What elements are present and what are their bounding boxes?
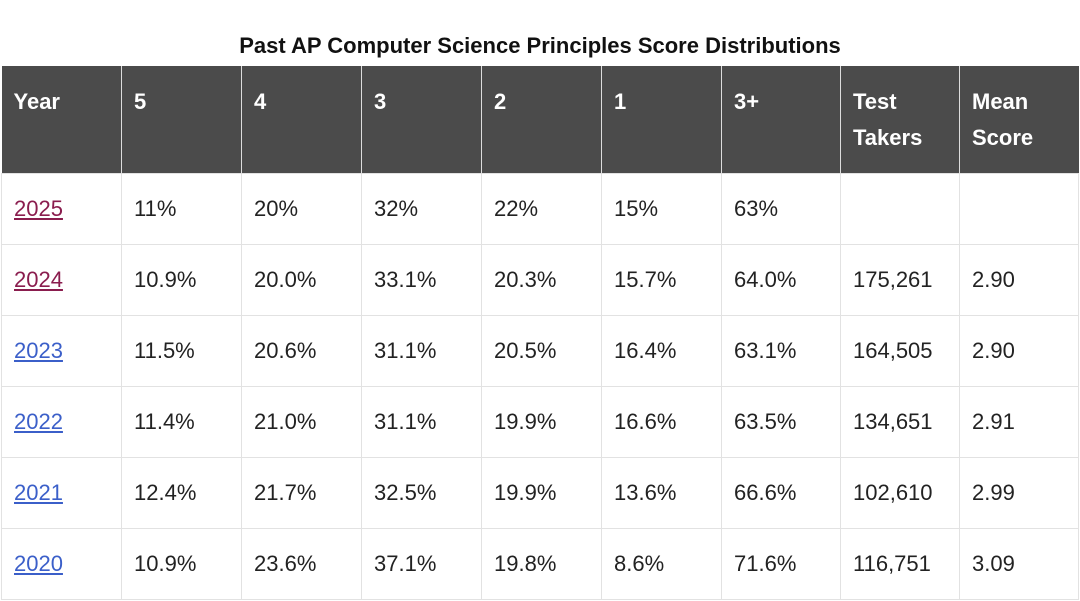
year-link-2024[interactable]: 2024: [14, 266, 63, 292]
column-header: 3+: [721, 66, 841, 173]
table-cell: 16.4%: [601, 314, 722, 387]
table-cell: 15.7%: [601, 243, 722, 316]
table-cell: 2.91: [959, 385, 1079, 458]
score-distribution-table: Year 5 4 3 2 1 3+ Test Takers Mean Score 2025 11%…: [1, 66, 1079, 600]
table-cell: 10.9%: [121, 243, 242, 316]
table-cell: 19.9%: [481, 456, 602, 529]
table-cell: 175,261: [840, 243, 960, 316]
table-cell: [959, 172, 1079, 245]
table-cell: 116,751: [840, 527, 960, 600]
table-cell: 13.6%: [601, 456, 722, 529]
table-cell: 37.1%: [361, 527, 482, 600]
table-cell: 23.6%: [241, 527, 362, 600]
year-link-2021[interactable]: 2021: [14, 479, 63, 505]
table-cell: 32%: [361, 172, 482, 245]
table-cell: 20.6%: [241, 314, 362, 387]
table-row: 2025 11% 20% 32% 22% 15% 63%: [1, 172, 1079, 245]
table-cell: 32.5%: [361, 456, 482, 529]
table-cell: 102,610: [840, 456, 960, 529]
table-cell: 63.1%: [721, 314, 841, 387]
year-cell: 2025: [1, 172, 122, 245]
table-cell: 20.5%: [481, 314, 602, 387]
table-cell: 33.1%: [361, 243, 482, 316]
year-cell: 2022: [1, 385, 122, 458]
table-title: Past AP Computer Science Principles Scor…: [239, 33, 841, 58]
table-cell: 22%: [481, 172, 602, 245]
table-cell: 11.5%: [121, 314, 242, 387]
year-cell: 2020: [1, 527, 122, 600]
table-row: 2020 10.9% 23.6% 37.1% 19.8% 8.6% 71.6% 116,751…: [1, 527, 1079, 600]
table-cell: 11%: [121, 172, 242, 245]
column-header: 3: [361, 66, 482, 173]
table-cell: 31.1%: [361, 385, 482, 458]
column-header: 5: [121, 66, 242, 173]
table-cell: 12.4%: [121, 456, 242, 529]
table-row: 2022 11.4% 21.0% 31.1% 19.9% 16.6% 63.5% 134,65…: [1, 385, 1079, 458]
table-cell: 15%: [601, 172, 722, 245]
table-cell: 10.9%: [121, 527, 242, 600]
column-header: 2: [481, 66, 602, 173]
table-cell: 20.0%: [241, 243, 362, 316]
year-link-2025[interactable]: 2025: [14, 195, 63, 221]
table-cell: 2.99: [959, 456, 1079, 529]
table-cell: [840, 172, 960, 245]
table-cell: 63.5%: [721, 385, 841, 458]
table-body: 2025 11% 20% 32% 22% 15% 63% 2024 10.9% 20.0% 33.1…: [1, 172, 1079, 600]
table-cell: 2.90: [959, 314, 1079, 387]
column-header: Year: [1, 66, 122, 173]
table-cell: 20.3%: [481, 243, 602, 316]
table-cell: 16.6%: [601, 385, 722, 458]
column-header: 1: [601, 66, 722, 173]
table-cell: 164,505: [840, 314, 960, 387]
table-cell: 64.0%: [721, 243, 841, 316]
table-cell: 63%: [721, 172, 841, 245]
table-cell: 3.09: [959, 527, 1079, 600]
column-header: Test Takers: [840, 66, 960, 173]
table-cell: 19.8%: [481, 527, 602, 600]
year-link-2023[interactable]: 2023: [14, 337, 63, 363]
header-row: Year 5 4 3 2 1 3+ Test Takers Mean Score: [1, 66, 1079, 173]
table-cell: 2.90: [959, 243, 1079, 316]
year-cell: 2023: [1, 314, 122, 387]
table-row: 2023 11.5% 20.6% 31.1% 20.5% 16.4% 63.1% 164,50…: [1, 314, 1079, 387]
table-row: 2021 12.4% 21.7% 32.5% 19.9% 13.6% 66.6% 102,61…: [1, 456, 1079, 529]
table-cell: 19.9%: [481, 385, 602, 458]
table-cell: 21.7%: [241, 456, 362, 529]
column-header: 4: [241, 66, 362, 173]
table-row: 2024 10.9% 20.0% 33.1% 20.3% 15.7% 64.0% 175,26…: [1, 243, 1079, 316]
year-link-2020[interactable]: 2020: [14, 550, 63, 576]
table-cell: 21.0%: [241, 385, 362, 458]
year-cell: 2021: [1, 456, 122, 529]
table-cell: 31.1%: [361, 314, 482, 387]
table-cell: 134,651: [840, 385, 960, 458]
table-cell: 20%: [241, 172, 362, 245]
table-cell: 8.6%: [601, 527, 722, 600]
year-cell: 2024: [1, 243, 122, 316]
table-cell: 11.4%: [121, 385, 242, 458]
table-cell: 66.6%: [721, 456, 841, 529]
year-link-2022[interactable]: 2022: [14, 408, 63, 434]
table-cell: 71.6%: [721, 527, 841, 600]
column-header: Mean Score: [959, 66, 1079, 173]
